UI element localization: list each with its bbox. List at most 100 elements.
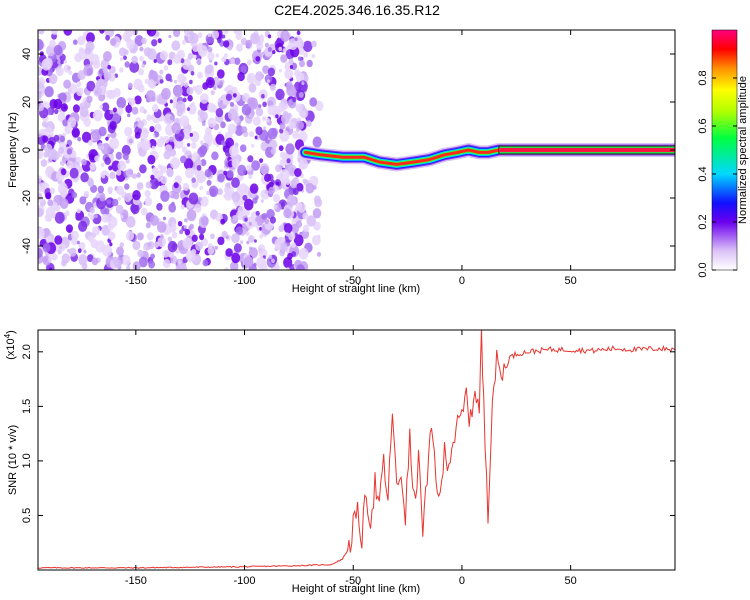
noise-speckle (299, 60, 305, 68)
noise-speckle (98, 68, 104, 75)
noise-speckle (146, 114, 153, 121)
noise-speckle (100, 162, 105, 168)
spectrogram-ylabel: Frequency (Hz) (7, 112, 19, 188)
noise-speckle (108, 231, 116, 241)
noise-speckle (206, 190, 210, 196)
noise-speckle (236, 43, 243, 52)
x-tick-label: -100 (234, 275, 256, 287)
noise-speckle (181, 146, 188, 153)
noise-speckle (66, 160, 74, 169)
noise-speckle (229, 145, 239, 157)
colorbar: 0.0 0.2 0.4 0.6 0.8 Normalized spectral ampl… (697, 29, 749, 278)
noise-speckle (267, 67, 275, 77)
noise-speckle (200, 237, 208, 247)
noise-speckle (147, 79, 155, 88)
noise-speckle (93, 60, 101, 69)
noise-speckle (126, 265, 131, 270)
snr-frame (37, 329, 676, 571)
noise-speckle (207, 51, 215, 61)
noise-speckle (249, 113, 253, 119)
noise-speckle (258, 104, 262, 109)
noise-speckle (38, 148, 44, 160)
noise-speckle (77, 166, 83, 173)
noise-speckle (46, 45, 56, 57)
noise-speckle (251, 160, 260, 171)
noise-speckle (234, 57, 241, 65)
noise-speckle (118, 47, 127, 57)
noise-speckle (57, 182, 68, 195)
noise-speckle (267, 34, 272, 39)
noise-speckle (150, 174, 155, 180)
noise-speckle (210, 90, 215, 96)
noise-speckle (156, 203, 163, 211)
noise-speckle (249, 131, 254, 138)
noise-speckle (137, 84, 145, 93)
noise-speckle (77, 70, 86, 80)
noise-speckle (127, 97, 132, 103)
noise-speckle (199, 93, 209, 104)
spectrogram-xlabel: Height of straight line (km) (292, 283, 420, 295)
noise-speckle (139, 55, 144, 62)
noise-speckle (252, 221, 258, 228)
noise-speckle (97, 142, 104, 151)
noise-speckle (276, 265, 280, 270)
noise-speckle (151, 166, 159, 175)
noise-speckle (47, 199, 54, 207)
noise-speckle (157, 38, 162, 44)
noise-speckle (67, 117, 77, 128)
noise-speckle (204, 169, 212, 178)
noise-speckle (44, 86, 54, 98)
noise-speckle (186, 107, 191, 111)
noise-speckle (296, 30, 301, 36)
noise-speckle (255, 107, 264, 117)
noise-speckle (248, 221, 252, 226)
noise-speckle (154, 131, 160, 138)
noise-speckle (230, 58, 236, 64)
noise-speckle (285, 143, 295, 155)
noise-speckle (227, 108, 238, 121)
noise-speckle (302, 224, 310, 233)
noise-speckle (59, 245, 62, 250)
noise-speckle (119, 160, 125, 167)
snr-xlabel: Height of straight line (km) (292, 583, 420, 595)
y-tick-label: 0.5 (21, 508, 33, 523)
noise-speckle (59, 135, 66, 143)
noise-speckle (235, 32, 242, 40)
noise-speckle (240, 65, 247, 73)
noise-speckle (194, 84, 203, 95)
noise-speckle (108, 89, 116, 100)
noise-speckle (71, 230, 79, 241)
noise-speckle (207, 32, 212, 38)
noise-speckle (77, 136, 82, 142)
noise-speckle (159, 69, 164, 75)
noise-speckle (188, 64, 195, 73)
noise-speckle (184, 229, 191, 236)
noise-speckle (179, 136, 183, 141)
noise-speckle (187, 94, 193, 102)
noise-speckle (259, 158, 264, 164)
noise-speckle (147, 154, 156, 165)
noise-speckle (243, 256, 254, 268)
noise-speckle (117, 196, 122, 201)
noise-speckle (186, 86, 194, 95)
noise-speckle (217, 236, 225, 246)
noise-speckle (171, 231, 178, 239)
noise-speckle (149, 177, 159, 190)
noise-speckle (107, 186, 113, 193)
noise-speckle (109, 109, 114, 115)
noise-speckle (227, 45, 233, 51)
noise-speckle (86, 95, 93, 104)
noise-speckle (191, 177, 196, 183)
noise-speckle (171, 222, 176, 227)
noise-speckle (202, 82, 209, 90)
noise-speckle (211, 151, 219, 161)
noise-speckle (233, 93, 237, 98)
noise-speckle (38, 192, 43, 200)
noise-speckle (77, 35, 86, 46)
noise-speckle (225, 137, 235, 149)
noise-speckle (51, 252, 58, 261)
noise-speckle (122, 152, 129, 161)
noise-speckle (202, 259, 209, 267)
noise-speckle (290, 179, 297, 189)
noise-speckle (243, 185, 250, 193)
